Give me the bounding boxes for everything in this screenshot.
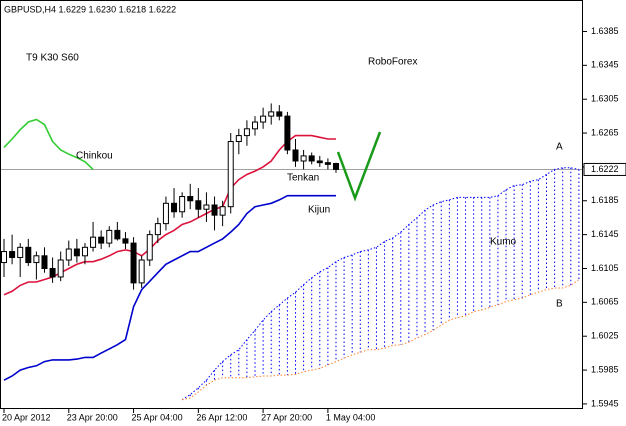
candle-body [219,206,226,216]
candle-body [195,200,202,210]
candle-body [65,248,72,261]
candle-body [122,238,129,244]
annotation: T9 K30 S60 [26,53,79,64]
candle-body [73,248,80,257]
series-label: Kijun [308,205,330,216]
hand-drawn-arrow [336,131,382,202]
series-label: Tenkan [287,173,319,184]
y-tick-label: 1.6025 [591,331,619,341]
x-tick-label: 26 Apr 12:00 [196,412,247,422]
candle-body [292,149,299,162]
y-tick-label: 1.5985 [591,364,619,374]
series-label: Chinkou [76,151,113,162]
candle-body [25,246,32,264]
candle-body [81,246,88,257]
series-label: B [556,299,563,310]
candle-body [276,111,283,117]
candle-body [130,242,137,284]
candle-body [243,128,250,137]
candle-body [33,255,40,264]
candle-body [90,236,97,248]
candle-body [308,155,315,162]
candle-body [138,259,145,284]
candle-body [154,223,161,236]
y-tick-label: 1.6265 [591,127,619,137]
candle-body [332,163,339,170]
candle-body [284,115,291,151]
candle-body [179,196,186,213]
candle-body [57,259,64,278]
annotation: RoboForex [368,57,417,68]
y-tick-label: 1.6385 [591,26,619,36]
y-tick-label: 1.6105 [591,263,619,273]
y-tick-label: 1.6305 [591,94,619,104]
annotation: Kumo [490,237,517,248]
candle-body [324,162,331,165]
y-tick-label: 1.6185 [591,195,619,205]
candle-body [252,121,259,130]
x-tick-label: 1 May 04:00 [326,412,376,422]
candle-body [162,202,169,225]
candle-body [41,255,48,269]
candle-body [9,251,16,258]
current-price-box [583,162,626,176]
candle-body [300,155,307,162]
candle-body [227,141,234,208]
chart-title: GBPUSD,H4 1.6229 1.6230 1.6218 1.6222 [4,4,176,14]
candle-body [235,135,242,143]
candle-body [114,229,121,240]
line-series [3,194,336,381]
candle-body [211,204,218,216]
candle-body [203,204,210,210]
candle-body [268,111,275,117]
candle-body [17,246,24,258]
x-tick-label: 27 Apr 20:00 [261,412,312,422]
series-label: A [556,142,563,153]
candle-body [316,160,323,164]
y-tick-label: 1.6145 [591,229,619,239]
candle-body [171,202,178,213]
current-price-label: 1.6222 [591,164,619,174]
line-series [3,118,94,170]
x-tick-label: 25 Apr 04:00 [132,412,183,422]
plot-area [0,103,583,401]
x-tick-label: 20 Apr 2012 [2,412,51,422]
candle-body [1,251,7,264]
candle-body [49,267,56,278]
plot-frame [0,0,583,409]
line-series [181,167,579,401]
candle-body [98,236,105,244]
candle-body [106,229,113,244]
candle-body [146,234,153,261]
x-tick-label: 23 Apr 20:00 [67,412,118,422]
y-tick-label: 1.6345 [591,60,619,70]
candle-body [187,196,194,202]
y-tick-label: 1.5945 [591,398,619,408]
y-tick-label: 1.6065 [591,297,619,307]
candle-body [260,115,267,123]
